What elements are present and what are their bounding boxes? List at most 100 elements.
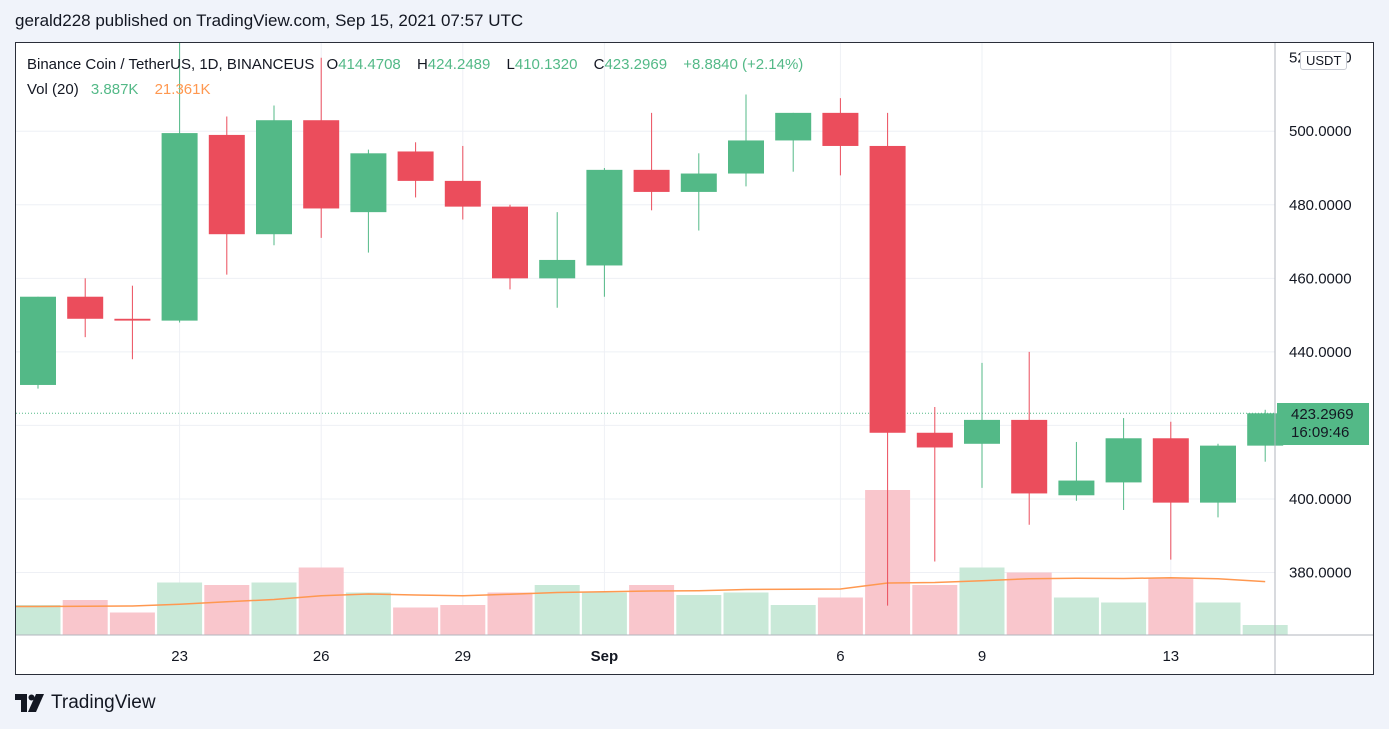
candle-body [633, 169, 670, 192]
ohlc-legend-row: Binance Coin / TetherUS, 1D, BINANCEUS O… [27, 55, 803, 80]
candle-body [208, 134, 245, 235]
last-price-tag: 423.2969 16:09:46 [1277, 403, 1369, 445]
publish-line: gerald228 published on TradingView.com, … [15, 11, 524, 30]
time-tick-label: 23 [171, 648, 188, 665]
open-item: O414.4708 [327, 56, 401, 73]
symbol-label[interactable]: Binance Coin / TetherUS, 1D, BINANCEUS [27, 56, 315, 73]
candle-body [586, 169, 623, 266]
volume-bar [912, 585, 958, 635]
volume-bar [629, 585, 675, 635]
close-label: C [593, 56, 605, 73]
volume-bar [393, 607, 439, 635]
candle-body [114, 318, 151, 321]
candle-body [869, 145, 906, 433]
candle-body [1011, 419, 1048, 494]
volume-bar [109, 612, 155, 635]
candle-body [822, 112, 859, 146]
volume-ma-layer [16, 576, 1266, 608]
volume-bar [62, 600, 108, 635]
volume-ma-value: 21.361K [154, 81, 211, 98]
close-value: 423.2969 [604, 56, 668, 73]
volume-bar [1148, 577, 1194, 635]
chart-panel[interactable]: 380.0000400.0000420.0000440.0000460.0000… [15, 42, 1374, 675]
candlestick-chart[interactable]: 380.0000400.0000420.0000440.0000460.0000… [16, 43, 1373, 674]
volume-bar [723, 592, 769, 635]
low-value: 410.1320 [514, 56, 578, 73]
high-item: H424.2489 [417, 56, 490, 73]
volume-legend-row: Vol (20) 3.887K 21.361K [27, 80, 803, 105]
tradingview-logo-icon [15, 694, 44, 712]
close-item: C423.2969 [594, 56, 667, 73]
open-label: O [326, 56, 339, 73]
price-tick-label: 500.0000 [1289, 123, 1352, 140]
price-tick-label: 460.0000 [1289, 270, 1352, 287]
volume-bar [676, 595, 722, 635]
volume-layer [16, 490, 1288, 635]
open-value: 414.4708 [338, 56, 401, 73]
volume-label[interactable]: Vol (20) [27, 81, 79, 98]
chart-legend: Binance Coin / TetherUS, 1D, BINANCEUS O… [27, 55, 803, 105]
volume-ma-line [16, 576, 1266, 608]
volume-bar [581, 592, 627, 635]
volume-value: 3.887K [90, 81, 139, 98]
candle-body [539, 259, 576, 279]
candle-body [1152, 438, 1189, 503]
candle-body [20, 296, 56, 385]
candle-body [67, 296, 104, 319]
candle-body [1058, 480, 1095, 496]
volume-bar [1101, 602, 1147, 635]
price-tick-label: 480.0000 [1289, 197, 1352, 214]
price-tick-label: 400.0000 [1289, 491, 1352, 508]
volume-bar [487, 592, 533, 635]
volume-bar [345, 592, 391, 635]
candle-body [964, 419, 1000, 444]
candle-body [350, 153, 387, 213]
low-item: L410.1320 [507, 56, 578, 73]
footer-brand: TradingView [51, 692, 156, 713]
time-tick-label: Sep [591, 648, 619, 665]
time-tick-label: 26 [313, 648, 330, 665]
high-label: H [416, 56, 428, 73]
price-tick-label: 380.0000 [1289, 564, 1352, 581]
candle-body [492, 206, 528, 279]
volume-bar [1006, 572, 1052, 635]
volume-bar [204, 585, 250, 635]
volume-bar [157, 582, 203, 635]
last-price-value: 423.2969 [1291, 406, 1354, 423]
volume-bar [1195, 602, 1241, 635]
candle-body [303, 120, 340, 209]
price-tick-label: 440.0000 [1289, 344, 1352, 361]
volume-bar [770, 605, 816, 635]
candle-body [728, 140, 764, 174]
candle-body [256, 120, 292, 235]
volume-bar [251, 582, 297, 635]
candle-body [1105, 438, 1142, 483]
time-tick-label: 29 [454, 648, 471, 665]
high-value: 424.2489 [427, 56, 491, 73]
candle-body [1200, 445, 1236, 503]
volume-bar [440, 605, 486, 635]
volume-bar [1242, 625, 1288, 635]
volume-bar [959, 567, 1005, 635]
candle-body [680, 173, 717, 192]
candle-body [444, 180, 481, 207]
volume-bar [16, 605, 61, 635]
candle-body [916, 432, 953, 448]
bar-countdown: 16:09:46 [1291, 424, 1350, 441]
volume-bar [817, 597, 863, 635]
time-tick-label: 6 [836, 648, 844, 665]
candle-layer [20, 43, 1284, 606]
candle-body [397, 151, 434, 181]
volume-bar [1053, 597, 1099, 635]
currency-badge[interactable]: USDT [1300, 51, 1348, 70]
low-label: L [506, 56, 515, 73]
change-value: +8.8840 (+2.14%) [683, 56, 804, 73]
publish-header: gerald228 published on TradingView.com, … [0, 0, 1389, 42]
candle-body [775, 112, 812, 141]
volume-bar [298, 567, 344, 635]
grid-layer [16, 43, 1275, 635]
time-tick-label: 9 [978, 648, 986, 665]
time-tick-label: 13 [1162, 648, 1179, 665]
candle-body [161, 133, 198, 321]
footer: TradingView [15, 690, 156, 716]
